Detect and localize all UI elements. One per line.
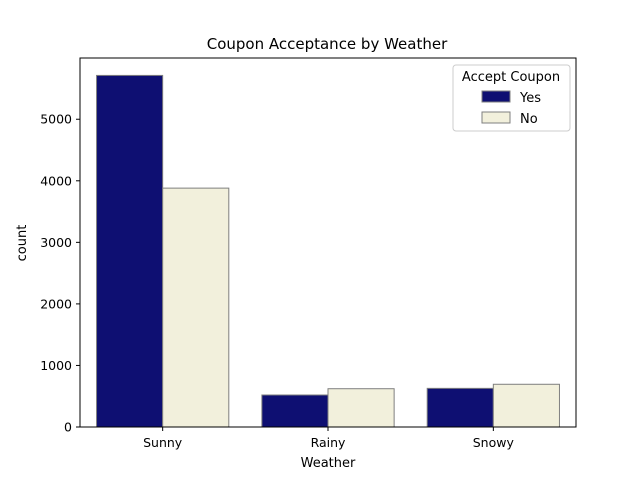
legend-swatch-yes: [481, 90, 511, 103]
legend-label-yes: Yes: [519, 91, 541, 106]
x-axis-ticks: Sunny Rainy Snowy: [143, 427, 514, 450]
legend-swatch-no: [481, 111, 511, 124]
chart-title: Coupon Acceptance by Weather: [207, 35, 448, 53]
bar-sunny-yes: [96, 74, 164, 428]
y-tick-label: 3000: [40, 235, 72, 250]
bar-snowy-no: [492, 383, 560, 428]
x-tick-label: Rainy: [311, 435, 346, 450]
bar-rainy-no: [327, 388, 395, 428]
legend: Accept Coupon Yes No: [452, 64, 571, 132]
y-tick-label: 5000: [40, 112, 72, 127]
x-tick-label: Snowy: [473, 435, 515, 450]
y-tick-label: 4000: [40, 173, 72, 188]
y-tick-label: 2000: [40, 296, 72, 311]
y-axis-label: count: [15, 225, 30, 262]
legend-title: Accept Coupon: [462, 70, 560, 85]
legend-label-no: No: [520, 112, 538, 127]
bars-group: [96, 74, 560, 428]
y-axis-ticks: 0 1000 2000 3000 4000 5000: [40, 112, 80, 435]
x-tick-label: Sunny: [143, 435, 183, 450]
y-tick-label: 1000: [40, 358, 72, 373]
bar-sunny-no: [162, 187, 230, 428]
x-axis-label: Weather: [301, 456, 356, 471]
bar-rainy-yes: [261, 394, 329, 428]
y-tick-label: 0: [64, 420, 72, 435]
bar-snowy-yes: [426, 387, 494, 428]
